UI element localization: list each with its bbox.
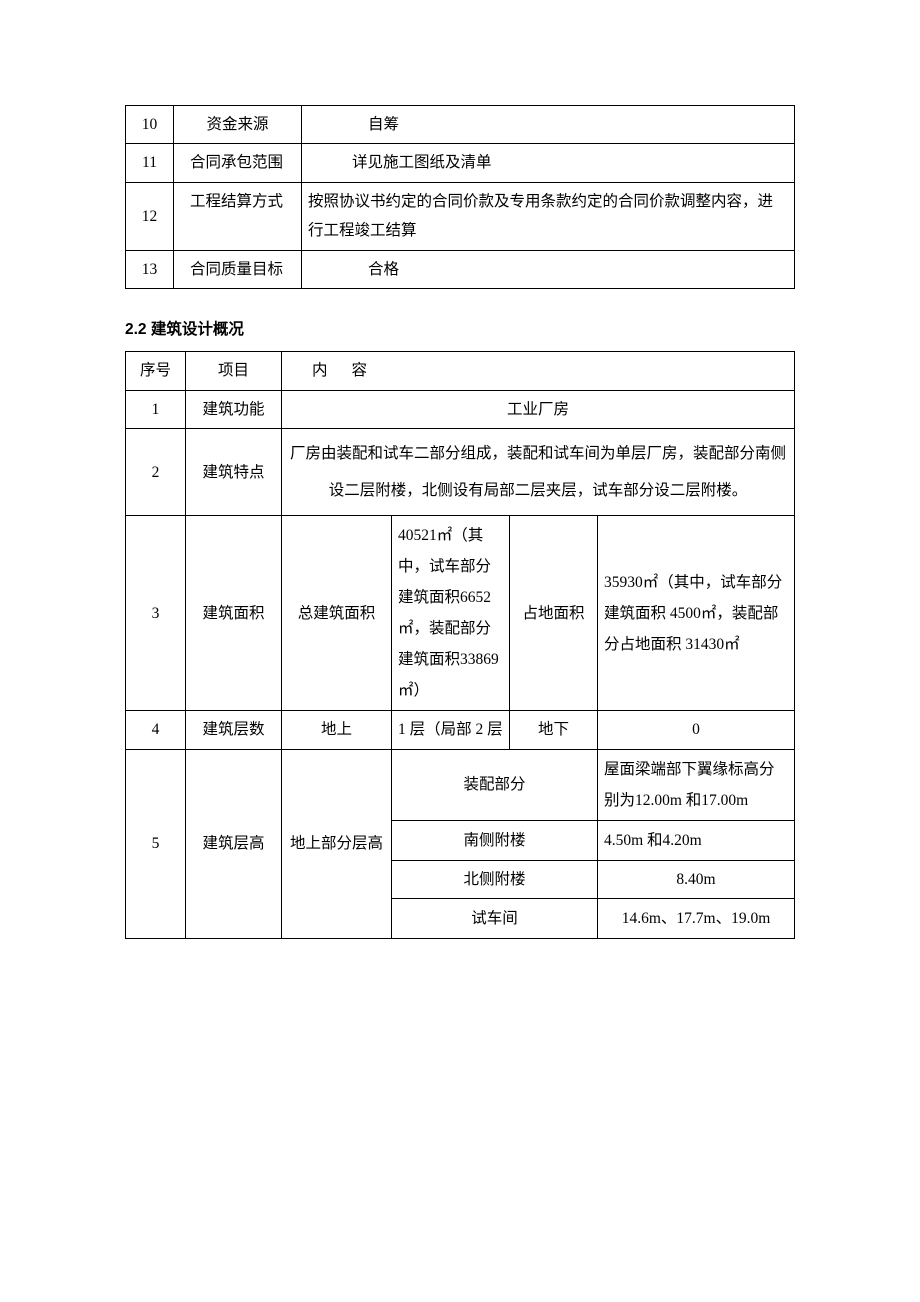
row-value: 详见施工图纸及清单 <box>302 144 795 182</box>
row-label: 工程结算方式 <box>174 182 302 250</box>
col-header: 项目 <box>186 352 282 390</box>
table-row: 3 建筑面积 总建筑面积 40521㎡（其中，试车部分建筑面积6652㎡，装配部… <box>126 516 795 711</box>
row-num: 12 <box>126 182 174 250</box>
table-row: 1 建筑功能 工业厂房 <box>126 390 795 428</box>
row-num: 13 <box>126 250 174 288</box>
sub-label: 地上 <box>282 711 392 749</box>
row-label: 建筑功能 <box>186 390 282 428</box>
sub-label: 地上部分层高 <box>282 749 392 938</box>
col-header: 内容 <box>282 352 795 390</box>
part-value: 4.50m 和4.20m <box>598 820 795 860</box>
row-label: 资金来源 <box>174 106 302 144</box>
sub-label: 占地面积 <box>510 516 598 711</box>
table-project-info: 10 资金来源 自筹 11 合同承包范围 详见施工图纸及清单 12 工程结算方式… <box>125 105 795 289</box>
row-label: 建筑面积 <box>186 516 282 711</box>
part-value: 屋面梁端部下翼缘标高分别为12.00m 和17.00m <box>598 749 795 820</box>
row-label: 合同质量目标 <box>174 250 302 288</box>
part-name: 南侧附楼 <box>392 820 598 860</box>
table-building-design: 序号 项目 内容 1 建筑功能 工业厂房 2 建筑特点 厂房由装配和试车二部分组… <box>125 351 795 939</box>
table-row: 10 资金来源 自筹 <box>126 106 795 144</box>
part-value: 8.40m <box>598 860 795 898</box>
col-header: 序号 <box>126 352 186 390</box>
sub-value: 40521㎡（其中，试车部分建筑面积6652㎡，装配部分建筑面积33869㎡） <box>392 516 510 711</box>
part-name: 装配部分 <box>392 749 598 820</box>
row-num: 1 <box>126 390 186 428</box>
sub-value: 35930㎡（其中，试车部分建筑面积 4500㎡，装配部分占地面积 31430㎡ <box>598 516 795 711</box>
table-row: 13 合同质量目标 合格 <box>126 250 795 288</box>
row-value: 合格 <box>302 250 795 288</box>
row-label: 建筑层数 <box>186 711 282 749</box>
part-value: 14.6m、17.7m、19.0m <box>598 899 795 939</box>
sub-label: 地下 <box>510 711 598 749</box>
row-label: 建筑层高 <box>186 749 282 938</box>
row-num: 3 <box>126 516 186 711</box>
row-value: 按照协议书约定的合同价款及专用条款约定的合同价款调整内容，进行工程竣工结算 <box>302 182 795 250</box>
table-row: 12 工程结算方式 按照协议书约定的合同价款及专用条款约定的合同价款调整内容，进… <box>126 182 795 250</box>
row-value: 工业厂房 <box>282 390 795 428</box>
sub-value: 0 <box>598 711 795 749</box>
part-name: 北侧附楼 <box>392 860 598 898</box>
table-header-row: 序号 项目 内容 <box>126 352 795 390</box>
part-name: 试车间 <box>392 899 598 939</box>
row-num: 2 <box>126 429 186 516</box>
row-num: 4 <box>126 711 186 749</box>
sub-value: 1 层（局部 2 层 <box>392 711 510 749</box>
row-value: 自筹 <box>302 106 795 144</box>
sub-label: 总建筑面积 <box>282 516 392 711</box>
section-heading: 2.2 建筑设计概况 <box>125 317 795 339</box>
row-num: 5 <box>126 749 186 938</box>
row-num: 10 <box>126 106 174 144</box>
table-row: 2 建筑特点 厂房由装配和试车二部分组成，装配和试车间为单层厂房，装配部分南侧设… <box>126 429 795 516</box>
row-value: 厂房由装配和试车二部分组成，装配和试车间为单层厂房，装配部分南侧设二层附楼，北侧… <box>282 429 795 516</box>
table-row: 5 建筑层高 地上部分层高 装配部分 屋面梁端部下翼缘标高分别为12.00m 和… <box>126 749 795 820</box>
row-label: 合同承包范围 <box>174 144 302 182</box>
row-num: 11 <box>126 144 174 182</box>
table-row: 4 建筑层数 地上 1 层（局部 2 层 地下 0 <box>126 711 795 749</box>
table-row: 11 合同承包范围 详见施工图纸及清单 <box>126 144 795 182</box>
row-label: 建筑特点 <box>186 429 282 516</box>
